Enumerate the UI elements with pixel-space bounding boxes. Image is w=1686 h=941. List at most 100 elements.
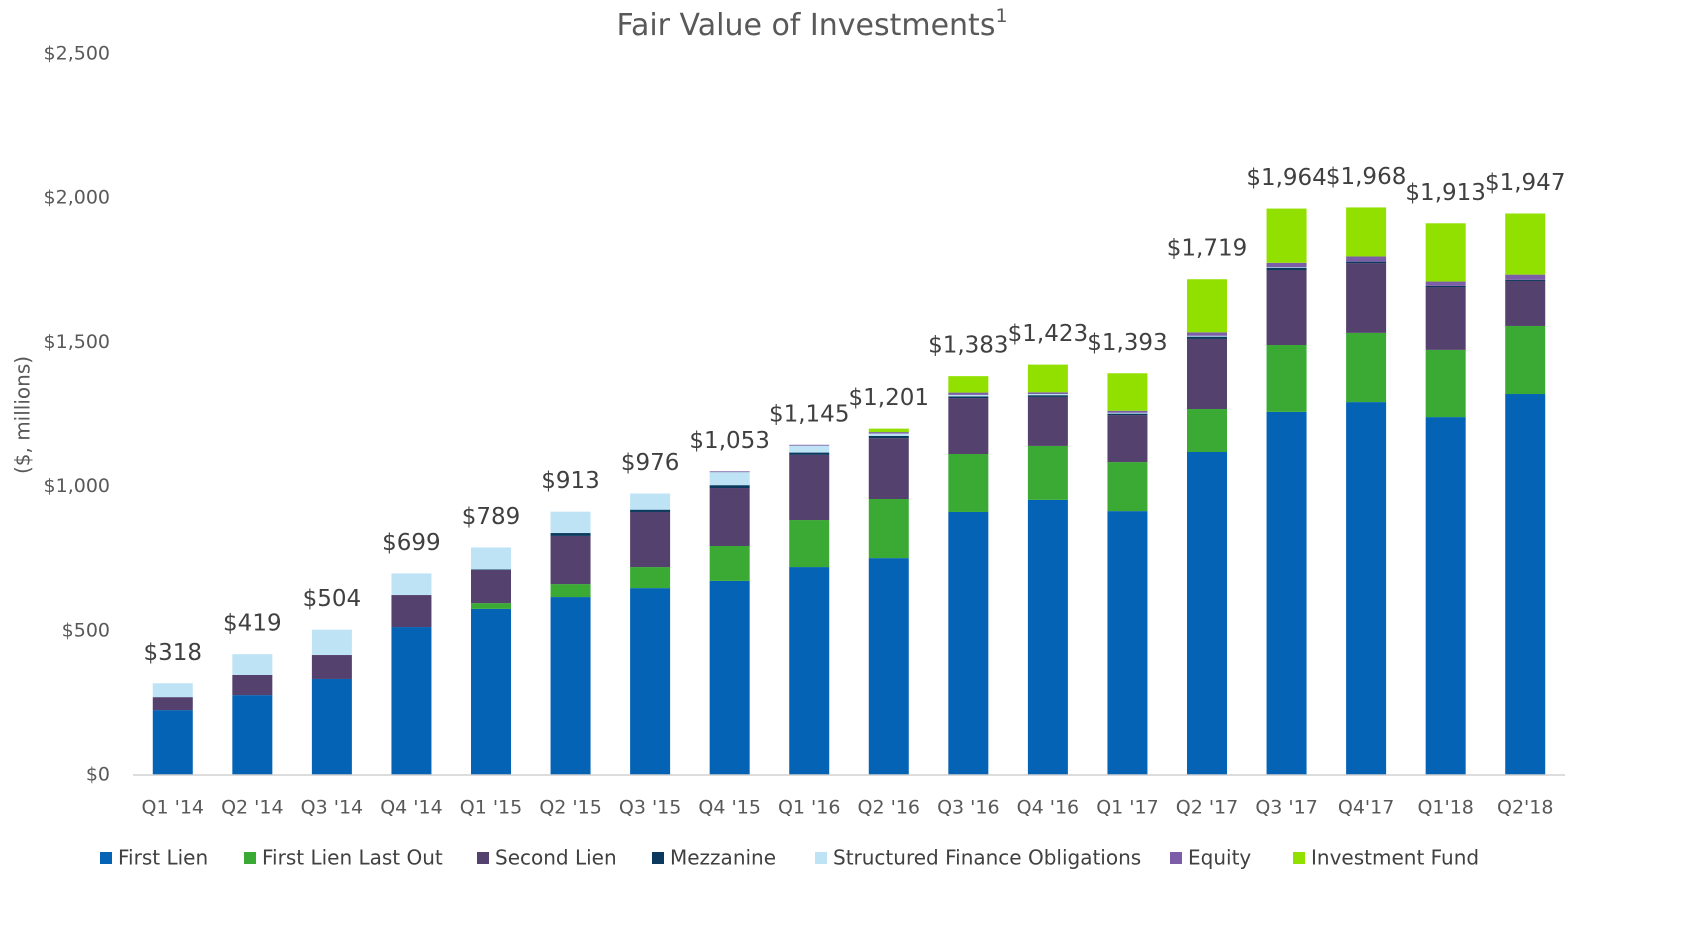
bar-segment [311, 655, 352, 679]
x-tick-label: Q1 '15 [460, 797, 522, 819]
bar-segment [709, 546, 750, 581]
bar-segment [1187, 336, 1227, 339]
y-tick-label: $1,000 [44, 475, 110, 497]
bar-segment [868, 433, 909, 436]
legend-label: Equity [1188, 846, 1251, 870]
bar-segment [1027, 395, 1068, 397]
legend-label: First Lien Last Out [262, 846, 443, 870]
bar-segment [948, 454, 989, 512]
bar-segment [471, 547, 511, 570]
bar-segment [1107, 410, 1148, 413]
bar-segment [1425, 281, 1466, 286]
bar-segment [1505, 213, 1546, 275]
bar-segment [550, 533, 591, 536]
bar-segment [1425, 285, 1466, 288]
bar-segment [868, 499, 909, 559]
bar-segment [1505, 280, 1546, 326]
x-tick-label: Q4 '15 [698, 797, 760, 819]
bar-segment [709, 471, 750, 473]
bar-segment [948, 394, 989, 397]
x-tick-label: Q3 '16 [937, 797, 999, 819]
total-label: $1,968 [1326, 164, 1406, 190]
x-tick-label: Q4 '14 [380, 797, 442, 819]
bar-segment [391, 573, 432, 596]
x-tick-label: Q2 '14 [221, 797, 283, 819]
bar-segment [152, 697, 193, 711]
bar-segment [311, 629, 352, 656]
x-tick-label: Q1 '14 [142, 797, 204, 819]
total-label: $1,913 [1405, 180, 1485, 206]
legend-swatch [652, 852, 664, 864]
title-footnote: 1 [995, 5, 1007, 27]
y-tick-label: $1,500 [44, 331, 110, 353]
bar-segment [1107, 373, 1148, 411]
bar-segment [789, 445, 830, 453]
bar-segment [630, 493, 671, 510]
legend-swatch [1170, 852, 1182, 864]
bar-segment [1346, 402, 1387, 775]
x-tick-label: Q2 '16 [858, 797, 920, 819]
legend-label: Second Lien [495, 846, 617, 870]
bar-segment [1346, 332, 1387, 403]
bar-segment [1425, 349, 1466, 418]
bar-segment [1266, 208, 1307, 263]
legend-swatch [477, 852, 489, 864]
bar-segment [630, 509, 671, 512]
bar-segment [868, 432, 909, 434]
y-axis-label: ($, millions) [11, 356, 35, 474]
y-tick-label: $2,000 [44, 187, 110, 209]
bar-segment [1027, 364, 1068, 393]
y-tick-label: $0 [86, 764, 110, 786]
bar-segment [1107, 413, 1148, 416]
bar-segment [789, 567, 830, 775]
total-label: $1,964 [1246, 165, 1326, 191]
bar-segment [1266, 267, 1307, 268]
bar-segment [1187, 332, 1227, 336]
bar-segment [1266, 270, 1307, 345]
legend-swatch [1293, 852, 1305, 864]
bar-segment [152, 683, 193, 698]
bar-segment [789, 452, 830, 455]
bar-segment [1266, 411, 1307, 775]
bar-segment [471, 608, 511, 775]
bar-segment [1187, 279, 1227, 333]
x-tick-label: Q1 '16 [778, 797, 840, 819]
bar-segment [1187, 409, 1227, 452]
y-tick-label: $500 [62, 619, 110, 641]
bar-segment [232, 674, 273, 696]
total-label: $1,145 [769, 401, 849, 427]
bar-segment [948, 376, 989, 393]
x-tick-label: Q1'18 [1417, 797, 1473, 819]
bar-segment [1346, 207, 1387, 257]
bar-segment [1107, 462, 1148, 512]
bar-segment [789, 444, 830, 446]
x-tick-label: Q3 '15 [619, 797, 681, 819]
x-tick-label: Q4'17 [1338, 797, 1394, 819]
total-label: $1,719 [1167, 236, 1247, 262]
y-tick-label: $2,500 [44, 43, 110, 65]
bar-segment [1425, 417, 1466, 775]
legend-label: Mezzanine [670, 846, 776, 870]
chart-title: Fair Value of Investments1 [616, 5, 1007, 43]
legend-label: Investment Fund [1311, 846, 1479, 870]
bar-segment [1346, 256, 1387, 262]
bar-segment [1425, 223, 1466, 282]
bar-segment [630, 567, 671, 589]
bar-segment [311, 678, 352, 775]
legend-swatch [244, 852, 256, 864]
title-text: Fair Value of Investments [616, 8, 995, 43]
bar-segment [471, 603, 511, 609]
bar-segment [1107, 511, 1148, 775]
bar-segment [1346, 263, 1387, 333]
legend-swatch [815, 852, 827, 864]
bar-segment [1107, 412, 1148, 414]
bar-segment [948, 398, 989, 455]
bar-segment [1505, 325, 1546, 395]
bar-segment [868, 438, 909, 500]
bar-segment [1187, 335, 1227, 337]
total-label: $913 [541, 468, 600, 494]
legend-swatch [100, 852, 112, 864]
bar-segment [1505, 394, 1546, 775]
bar-segment [391, 595, 432, 628]
